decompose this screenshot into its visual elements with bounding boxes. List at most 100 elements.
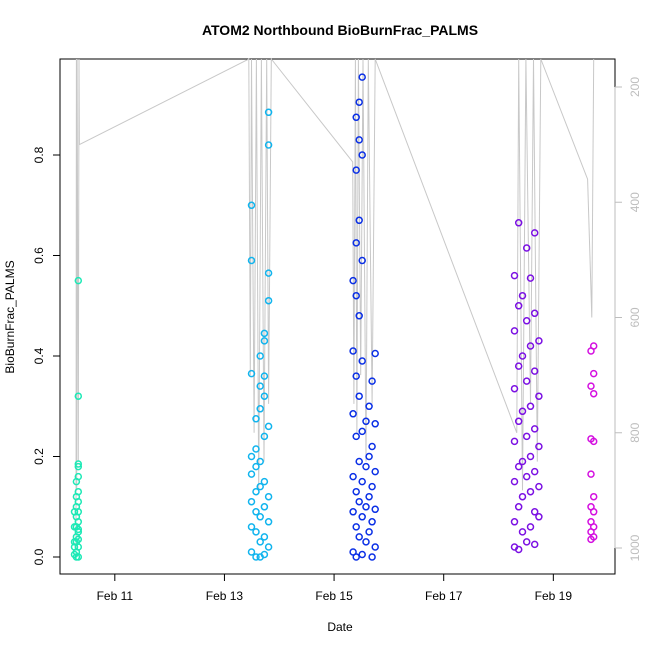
data-point bbox=[587, 382, 595, 390]
data-point bbox=[518, 492, 527, 501]
data-point bbox=[526, 523, 535, 531]
data-point bbox=[355, 136, 363, 144]
data-point bbox=[368, 518, 376, 526]
data-point bbox=[358, 477, 366, 486]
data-point bbox=[352, 291, 360, 300]
x-axis-label: Date bbox=[327, 620, 353, 634]
data-point bbox=[355, 216, 363, 225]
data-point bbox=[358, 151, 366, 159]
data-point bbox=[587, 347, 595, 355]
data-point bbox=[352, 553, 360, 561]
x-tick-label: Feb 17 bbox=[425, 589, 463, 603]
data-point bbox=[526, 342, 535, 350]
data-point bbox=[355, 497, 363, 506]
data-point bbox=[514, 219, 523, 227]
data-point bbox=[247, 497, 256, 506]
data-point bbox=[535, 513, 543, 521]
data-point bbox=[358, 357, 366, 365]
data-point bbox=[247, 369, 256, 378]
data-point bbox=[514, 503, 523, 511]
data-point bbox=[518, 528, 527, 536]
data-point bbox=[365, 452, 373, 461]
data-point bbox=[362, 538, 370, 546]
data-point bbox=[260, 329, 269, 338]
x-tick-label: Feb 15 bbox=[315, 589, 353, 603]
data-point bbox=[264, 296, 273, 305]
data-point bbox=[510, 437, 519, 446]
x-tick-label: Feb 19 bbox=[535, 589, 573, 603]
data-point bbox=[530, 508, 539, 516]
data-point bbox=[362, 503, 370, 511]
data-point bbox=[70, 543, 79, 551]
data-point bbox=[352, 166, 360, 174]
data-point bbox=[365, 402, 373, 411]
data-point bbox=[70, 538, 79, 546]
data-point bbox=[352, 113, 360, 122]
data-point bbox=[260, 337, 269, 345]
data-point bbox=[368, 442, 376, 451]
y2-tick-label: 600 bbox=[628, 307, 642, 327]
data-point bbox=[264, 492, 273, 501]
data-point bbox=[589, 389, 598, 398]
data-point bbox=[526, 452, 535, 461]
data-point bbox=[362, 417, 370, 426]
data-point bbox=[252, 462, 260, 471]
data-point bbox=[260, 392, 269, 400]
data-point bbox=[349, 276, 357, 285]
data-point bbox=[355, 312, 363, 320]
data-point bbox=[247, 201, 256, 210]
data-point bbox=[530, 467, 539, 476]
data-point bbox=[256, 538, 264, 546]
data-point bbox=[510, 384, 519, 393]
data-point bbox=[514, 302, 523, 310]
data-point bbox=[252, 445, 260, 453]
data-point bbox=[70, 508, 79, 516]
data-point bbox=[510, 518, 519, 526]
data-point bbox=[252, 528, 260, 536]
data-point bbox=[72, 492, 81, 501]
data-point bbox=[352, 487, 360, 496]
altitude-line-layer bbox=[75, 57, 595, 549]
data-point bbox=[530, 367, 539, 375]
y-tick-label: 0.0 bbox=[32, 548, 46, 565]
data-point bbox=[256, 553, 264, 561]
data-point bbox=[371, 349, 379, 358]
data-point bbox=[522, 538, 531, 546]
data-point bbox=[260, 432, 269, 441]
data-point bbox=[535, 392, 543, 400]
y2-tick-label: 1000 bbox=[628, 534, 642, 561]
data-point bbox=[264, 422, 273, 431]
data-point bbox=[355, 533, 363, 541]
data-point bbox=[352, 432, 360, 441]
y-tick-label: 0.4 bbox=[32, 347, 46, 364]
data-point bbox=[522, 244, 531, 252]
data-point bbox=[355, 457, 363, 466]
data-point bbox=[260, 372, 269, 380]
data-point bbox=[247, 470, 256, 478]
data-point bbox=[256, 482, 264, 491]
data-point bbox=[247, 523, 256, 531]
data-point bbox=[358, 550, 366, 559]
data-point bbox=[526, 274, 535, 282]
y2-tick-label: 200 bbox=[628, 77, 642, 97]
data-point bbox=[252, 415, 260, 423]
y-axis-label: BioBurnFrac_PALMS bbox=[3, 260, 17, 373]
data-point bbox=[514, 362, 523, 370]
data-point bbox=[264, 108, 273, 117]
data-point bbox=[535, 482, 543, 491]
data-point bbox=[587, 535, 595, 544]
data-point bbox=[352, 239, 360, 247]
data-point bbox=[70, 550, 79, 559]
data-point bbox=[518, 291, 527, 300]
data-point bbox=[355, 392, 363, 400]
data-point bbox=[518, 352, 527, 360]
data-point bbox=[535, 337, 543, 345]
data-point bbox=[264, 141, 273, 149]
data-point bbox=[247, 452, 256, 461]
data-point bbox=[530, 540, 539, 549]
data-point bbox=[368, 482, 376, 491]
data-point bbox=[352, 372, 360, 380]
y-tick-label: 0.6 bbox=[32, 247, 46, 264]
y-tick-label: 0.2 bbox=[32, 448, 46, 465]
